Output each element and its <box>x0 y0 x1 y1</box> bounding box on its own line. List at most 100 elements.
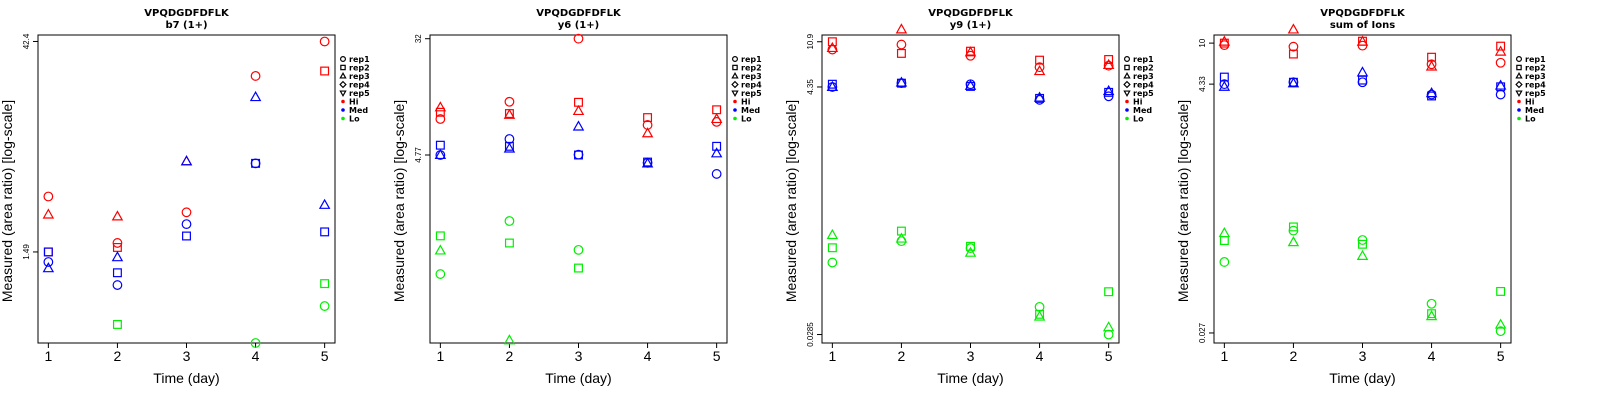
legend-rep4-label: rep4 <box>741 81 762 90</box>
legend-rep4-label: rep4 <box>349 81 370 90</box>
data-point-med-rep2 <box>827 79 837 89</box>
legend-lo-symbol <box>341 116 345 121</box>
legend-rep3-label: rep3 <box>741 72 762 81</box>
x-tick-label: 3 <box>967 348 975 364</box>
y-axis-label: Measured (area ratio) [log-scale] <box>391 100 407 302</box>
legend-med-symbol <box>733 108 737 112</box>
x-tick-label: 2 <box>898 348 906 364</box>
data-point-hi-rep2 <box>896 48 906 58</box>
y-axis-label: Measured (area ratio) [log-scale] <box>1175 100 1191 302</box>
data-point-hi-rep1 <box>896 39 907 50</box>
y-tick-label: 0.027 <box>1198 322 1207 343</box>
x-tick-label: 1 <box>828 348 836 364</box>
data-point-lo-rep2 <box>574 263 583 273</box>
data-point-hi-rep2 <box>827 37 837 47</box>
data-point-lo-rep3 <box>434 244 447 255</box>
data-point-lo-rep3 <box>503 334 516 345</box>
data-point-med-rep2 <box>896 78 906 88</box>
legend-rep1-label: rep1 <box>349 55 370 64</box>
data-point-hi-rep2 <box>1496 41 1506 51</box>
data-point-hi-rep3 <box>1494 45 1507 56</box>
data-point-lo-rep3 <box>964 246 977 257</box>
legend-hi-symbol <box>1517 99 1521 104</box>
y-tick-label: 4.33 <box>1198 76 1207 92</box>
data-point-med-rep3 <box>1356 66 1369 77</box>
data-point-lo-rep3 <box>1102 321 1115 332</box>
data-point-med-rep2 <box>574 150 583 160</box>
plot-frame <box>1213 34 1512 344</box>
x-tick-label: 1 <box>436 348 444 364</box>
legend-lo-label: Lo <box>1525 115 1536 124</box>
legend-rep2-symbol <box>340 64 346 71</box>
chart-subtitle: b7 (1+) <box>165 20 207 31</box>
x-tick-label: 4 <box>1428 348 1436 364</box>
legend-rep3-label: rep3 <box>349 72 370 81</box>
legend-lo-label: Lo <box>349 115 360 124</box>
legend-rep1-label: rep1 <box>741 55 762 64</box>
legend-rep1-symbol <box>340 55 347 62</box>
data-point-lo-rep3 <box>1218 226 1231 238</box>
legend-rep3-label: rep3 <box>1133 72 1154 81</box>
data-point-med-rep2 <box>112 268 122 278</box>
chart-subtitle: y9 (1+) <box>950 20 991 31</box>
data-point-med-rep2 <box>43 247 53 257</box>
data-point-lo-rep1 <box>1426 298 1437 309</box>
chart-subtitle: sum of Ions <box>1330 20 1395 31</box>
legend-rep1-symbol <box>1123 55 1130 62</box>
legend-lo-symbol <box>733 116 737 121</box>
data-point-lo-rep1 <box>435 269 446 279</box>
data-point-lo-rep1 <box>573 244 584 255</box>
data-point-hi-rep3 <box>641 127 654 138</box>
x-tick-label: 4 <box>252 348 260 364</box>
legend-rep1-label: rep1 <box>1525 55 1546 64</box>
y-tick-label: 42.4 <box>22 33 31 49</box>
data-point-lo-rep1 <box>1219 257 1230 267</box>
data-point-hi-rep3 <box>1425 60 1438 71</box>
data-point-hi-rep3 <box>895 23 908 34</box>
data-point-med-rep3 <box>249 90 262 102</box>
legend-rep2-label: rep2 <box>1133 64 1154 73</box>
legend-rep1-symbol <box>1515 55 1522 62</box>
x-tick-label: 4 <box>644 348 652 364</box>
data-point-hi-rep2 <box>712 105 722 115</box>
data-point-med-rep3 <box>1425 87 1438 98</box>
data-point-med-rep2 <box>712 141 722 151</box>
data-point-hi-rep3 <box>434 101 447 112</box>
legend-hi-label: Hi <box>1525 98 1535 107</box>
plot-frame <box>429 34 728 344</box>
data-point-med-rep1 <box>1219 79 1230 90</box>
data-point-lo-rep1 <box>250 338 261 348</box>
data-point-hi-rep1 <box>181 207 192 218</box>
data-point-med-rep1 <box>112 280 123 290</box>
data-point-hi-rep2 <box>320 66 330 76</box>
data-point-med-rep3 <box>826 80 839 92</box>
data-point-hi-rep1 <box>1426 59 1437 70</box>
chart-title: VPQDGDFDFLK <box>928 8 1014 19</box>
legend-med-symbol <box>1125 108 1129 112</box>
legend-lo-label: Lo <box>1133 115 1144 124</box>
x-axis-label: Time (day) <box>1329 370 1395 386</box>
data-point-hi-rep3 <box>572 104 585 116</box>
data-point-hi-rep1 <box>43 191 54 202</box>
data-point-lo-rep2 <box>1427 309 1437 319</box>
legend-med-label: Med <box>349 106 368 115</box>
data-point-hi-rep3 <box>1102 58 1115 70</box>
data-point-hi-rep1 <box>573 33 584 44</box>
x-axis-label: Time (day) <box>937 370 1003 386</box>
data-point-lo-rep2 <box>1358 239 1367 249</box>
data-point-lo-rep3 <box>1287 236 1300 247</box>
legend-lo-symbol <box>1517 116 1521 121</box>
data-point-med-rep3 <box>641 157 654 168</box>
data-point-lo-rep2 <box>320 279 330 289</box>
legend-rep4-label: rep4 <box>1525 81 1546 90</box>
legend-rep4-symbol <box>1123 80 1131 89</box>
legend-rep3-symbol <box>1515 72 1523 79</box>
chart-title: VPQDGDFDFLK <box>144 8 230 19</box>
legend-rep5-label: rep5 <box>1133 89 1154 98</box>
data-point-lo-rep2 <box>966 241 975 251</box>
data-point-lo-rep3 <box>1494 318 1507 329</box>
data-point-med-rep1 <box>43 257 54 267</box>
data-point-med-rep3 <box>1287 77 1300 88</box>
